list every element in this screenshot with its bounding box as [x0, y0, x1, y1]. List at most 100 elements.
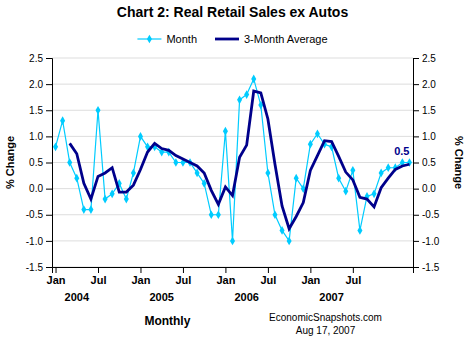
y-tick-label: 0.0 — [29, 183, 43, 194]
point — [81, 205, 86, 214]
x-tick-mark — [353, 267, 354, 273]
point — [131, 169, 136, 178]
y2-tick-label: -0.5 — [422, 209, 440, 220]
y2-axis-title: % Change — [453, 136, 465, 189]
y-tick-label: -1.5 — [26, 262, 44, 273]
x-axis: JanJulJanJulJanJulJanJul — [47, 267, 414, 286]
y2-tick: -1.0 — [413, 236, 440, 247]
y2-axis: -1.5-1.0-0.50.00.51.01.52.02.5 — [413, 53, 440, 273]
annotation: 0.5 — [394, 145, 409, 157]
y2-tick-mark — [413, 136, 419, 137]
point — [315, 129, 320, 138]
x-tick-mark — [225, 267, 226, 273]
x-tick-mark — [183, 267, 184, 273]
x-tick: Jul — [91, 267, 107, 286]
y-tick-label: 1.0 — [29, 131, 43, 142]
x-tick: Jan — [131, 267, 150, 286]
point — [379, 169, 384, 178]
series-line — [70, 91, 410, 229]
y2-tick-label: 2.0 — [422, 79, 436, 90]
y2-tick-mark — [413, 110, 419, 111]
y2-tick-label: 1.0 — [422, 131, 436, 142]
point — [60, 116, 65, 125]
y2-tick-mark — [413, 84, 419, 85]
x-tick-label: Jan — [216, 274, 235, 286]
grid-line — [52, 136, 413, 137]
y2-tick: 2.0 — [413, 79, 436, 90]
y-tick: 0.5 — [29, 157, 52, 168]
y2-tick: 2.5 — [413, 53, 436, 64]
y-tick-label: 0.5 — [29, 157, 43, 168]
point — [343, 187, 348, 196]
x-tick-mark — [268, 267, 269, 273]
y-tick: 2.0 — [29, 79, 52, 90]
x-tick-label: Jul — [260, 274, 276, 286]
y-tick-mark — [46, 241, 52, 242]
x-group-label: 2006 — [234, 291, 258, 303]
y-axis-title: % Change — [4, 136, 16, 189]
y-tick: 1.5 — [29, 105, 52, 116]
point — [265, 169, 270, 178]
legend-label: 3-Month Average — [244, 33, 328, 45]
y2-tick-label: -1.0 — [422, 236, 440, 247]
x-group-label: 2004 — [65, 291, 90, 303]
title: Chart 2: Real Retail Sales ex Autos — [117, 4, 349, 20]
y2-tick-mark — [413, 58, 419, 59]
point — [272, 210, 277, 219]
y-axis-line — [46, 59, 53, 268]
grid-line — [52, 84, 413, 85]
point — [223, 127, 228, 136]
x-tick-mark — [310, 267, 311, 273]
point — [251, 75, 256, 84]
grid-line — [52, 162, 413, 163]
y-tick-mark — [46, 215, 52, 216]
point — [386, 163, 391, 172]
x-tick-label: Jan — [301, 274, 320, 286]
y-tick: 0.0 — [29, 183, 52, 194]
y-tick: -0.5 — [26, 209, 52, 220]
point — [237, 95, 242, 104]
point — [372, 189, 377, 198]
point — [336, 174, 341, 183]
y-tick-mark — [46, 84, 52, 85]
y-tick: 2.5 — [29, 53, 52, 64]
point — [230, 237, 235, 246]
x-tick-label: Jul — [345, 274, 361, 286]
point — [173, 158, 178, 167]
y2-tick: 0.5 — [413, 157, 436, 168]
y-tick-mark — [46, 58, 52, 59]
y2-tick-mark — [413, 189, 419, 190]
note: Aug 17, 2007 — [296, 325, 356, 336]
y-tick-label: 2.5 — [29, 53, 43, 64]
y-tick: 1.0 — [29, 131, 52, 142]
point — [287, 237, 292, 246]
legend-item: Month — [137, 33, 197, 45]
plot-area: JanJulJanJulJanJulJanJul2004200520062007… — [26, 53, 440, 303]
y-tick-label: 1.5 — [29, 105, 43, 116]
point — [350, 166, 355, 175]
y-tick-label: -0.5 — [26, 209, 44, 220]
x-tick-mark — [56, 267, 57, 273]
x-group-label: 2007 — [319, 291, 343, 303]
x-tick-label: Jan — [47, 274, 66, 286]
point — [88, 205, 93, 214]
y2-tick: -1.5 — [413, 262, 440, 273]
y-tick-mark — [46, 110, 52, 111]
point — [67, 158, 72, 167]
x-axis-line — [53, 268, 414, 274]
legend-swatch — [215, 38, 239, 41]
y2-tick: -0.5 — [413, 209, 440, 220]
x-tick: Jan — [47, 267, 66, 286]
x-tick: Jul — [260, 267, 276, 286]
point — [110, 189, 115, 198]
y-axis: -1.5-1.0-0.50.00.51.01.52.02.5 — [26, 53, 53, 273]
grid-line — [52, 110, 413, 111]
x-tick-mark — [98, 267, 99, 273]
point — [124, 195, 129, 204]
grid-line — [52, 58, 413, 59]
y2-tick: 0.0 — [413, 183, 436, 194]
x-tick-label: Jan — [131, 274, 150, 286]
grid-line — [52, 214, 413, 215]
y-tick-label: 2.0 — [29, 79, 43, 90]
chart: Chart 2: Real Retail Sales ex Autos Jan Ju… — [0, 0, 465, 345]
